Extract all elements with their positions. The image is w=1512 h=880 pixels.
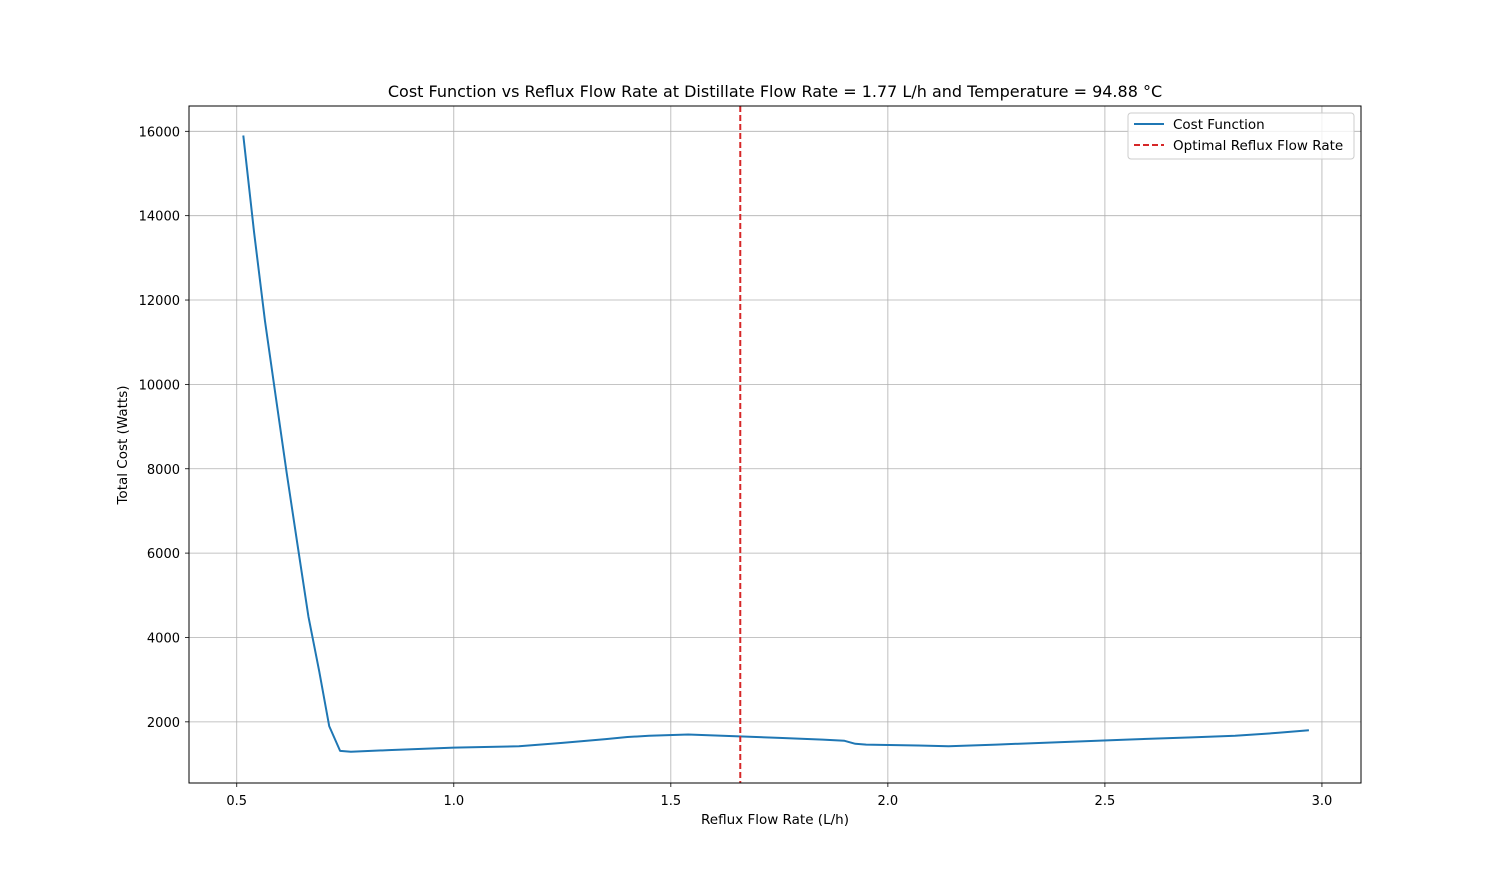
legend-label-optimal-reflux: Optimal Reflux Flow Rate [1173,138,1343,154]
chart-title: Cost Function vs Reflux Flow Rate at Dis… [388,82,1162,101]
y-tick-label: 12000 [139,294,180,309]
axes-frame [188,105,1362,784]
legend-label-cost-function: Cost Function [1173,117,1265,133]
y-tick-label: 10000 [139,378,180,393]
x-axis-label: Reflux Flow Rate (L/h) [701,812,849,828]
x-tick-label: 3.0 [1312,794,1333,809]
y-tick-label: 6000 [147,547,180,562]
x-tick-label: 1.0 [443,794,464,809]
series-line-cost-function [242,135,1309,753]
grid [189,106,1361,783]
plot-area [242,106,1309,783]
legend-box [1127,112,1355,160]
y-tick-label: 16000 [139,125,180,140]
x-tick-label: 2.0 [878,794,899,809]
axis-ticks: 0.5 1.0 1.5 2.0 2.5 3.0 2000 4000 6000 8000 10000 1… [139,125,1333,809]
x-tick-label: 0.5 [226,794,247,809]
x-tick-label: 2.5 [1095,794,1116,809]
x-tick-label: 1.5 [660,794,681,809]
y-tick-label: 4000 [147,631,180,646]
legend: Cost Function Optimal Reflux Flow Rate [1127,112,1355,160]
y-axis-label: Total Cost (Watts) [115,385,131,505]
y-tick-label: 8000 [147,463,180,478]
y-tick-label: 14000 [139,210,180,225]
y-tick-label: 2000 [147,716,180,731]
